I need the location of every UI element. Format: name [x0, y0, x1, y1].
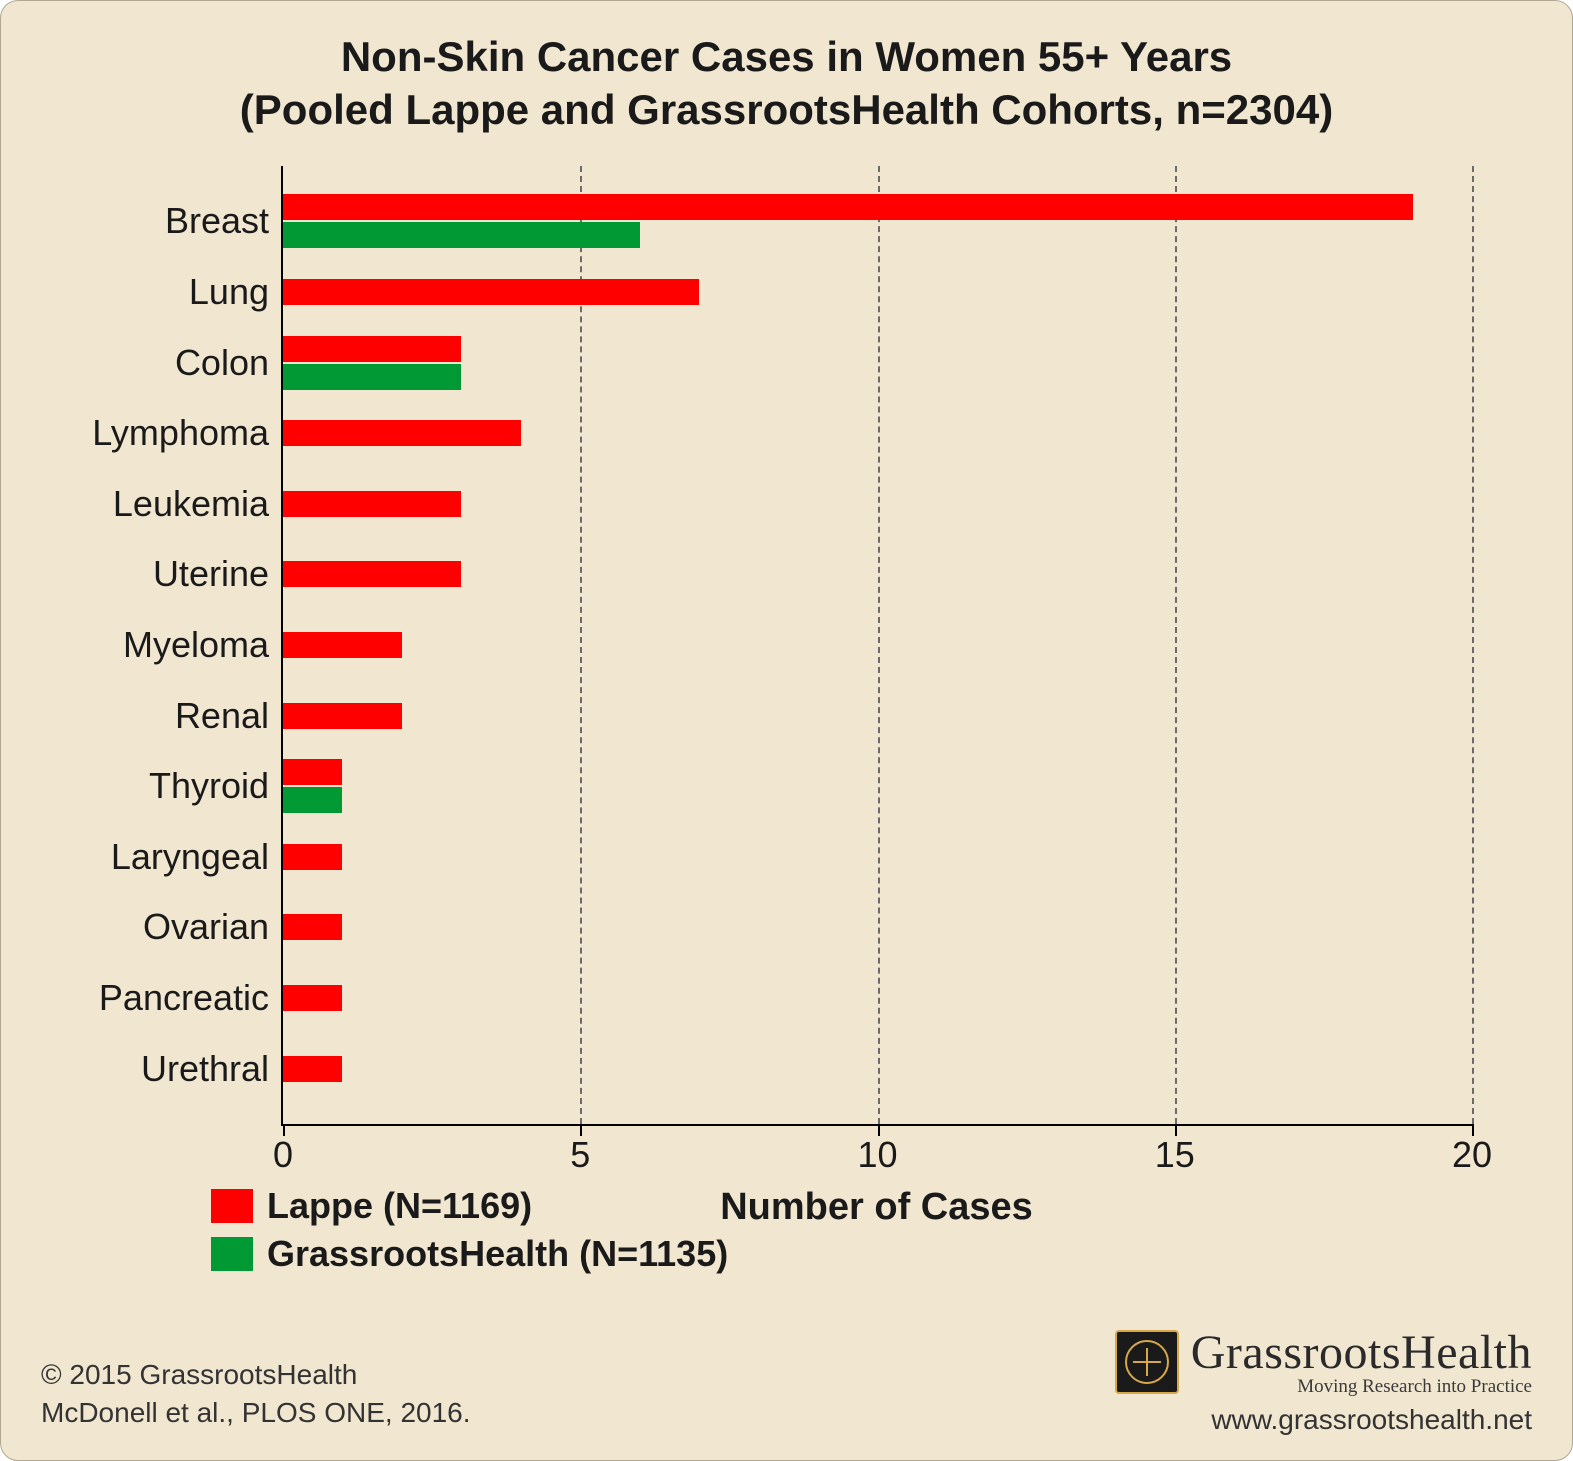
- bar-lappe: [283, 1056, 342, 1082]
- brand-top: GrassrootsHealth Moving Research into Pr…: [1115, 1325, 1532, 1398]
- bar-lappe: [283, 703, 402, 729]
- bar-grh: [283, 787, 342, 813]
- bar-lappe: [283, 420, 521, 446]
- bar-lappe: [283, 336, 461, 362]
- bar-lappe: [283, 194, 1413, 220]
- bar-lappe: [283, 759, 342, 785]
- bar-lappe: [283, 279, 699, 305]
- y-axis-label: Myeloma: [123, 624, 283, 666]
- gridline: [580, 166, 582, 1124]
- y-axis-label: Renal: [175, 695, 283, 737]
- xtick-label: 10: [857, 1124, 897, 1176]
- brand-block: GrassrootsHealth Moving Research into Pr…: [1115, 1325, 1532, 1436]
- bar-lappe: [283, 985, 342, 1011]
- legend-item: GrassrootsHealth (N=1135): [211, 1233, 1532, 1275]
- xtick-label: 5: [570, 1124, 590, 1176]
- gridline: [1472, 166, 1474, 1124]
- plot-area: 05101520BreastLungColonLymphomaLeukemiaU…: [281, 166, 1472, 1126]
- bar-lappe: [283, 561, 461, 587]
- x-axis-label: Number of Cases: [281, 1186, 1472, 1229]
- brand-url: www.grassrootshealth.net: [1115, 1404, 1532, 1436]
- y-axis-label: Colon: [175, 342, 283, 384]
- chart-title-line1: Non-Skin Cancer Cases in Women 55+ Years: [341, 33, 1232, 80]
- chart-title-line2: (Pooled Lappe and GrassrootsHealth Cohor…: [240, 86, 1333, 133]
- footer: © 2015 GrassrootsHealth McDonell et al.,…: [41, 1356, 471, 1432]
- chart-card: Non-Skin Cancer Cases in Women 55+ Years…: [0, 0, 1573, 1461]
- bar-lappe: [283, 844, 342, 870]
- y-axis-label: Urethral: [141, 1048, 283, 1090]
- bar-grh: [283, 222, 640, 248]
- footer-copyright: © 2015 GrassrootsHealth: [41, 1356, 471, 1394]
- legend-swatch-icon: [211, 1237, 253, 1271]
- legend-label: GrassrootsHealth (N=1135): [267, 1233, 728, 1275]
- y-axis-label: Pancreatic: [99, 977, 283, 1019]
- xtick-label: 20: [1452, 1124, 1492, 1176]
- gridline: [878, 166, 880, 1124]
- y-axis-label: Breast: [165, 200, 283, 242]
- y-axis-label: Ovarian: [143, 906, 283, 948]
- bar-lappe: [283, 491, 461, 517]
- bar-lappe: [283, 632, 402, 658]
- y-axis-label: Laryngeal: [111, 836, 283, 878]
- bar-grh: [283, 364, 461, 390]
- brand-name: GrassrootsHealth: [1191, 1325, 1532, 1380]
- y-axis-label: Lymphoma: [92, 412, 283, 454]
- bar-lappe: [283, 914, 342, 940]
- brand-logo-icon: [1115, 1330, 1179, 1394]
- plot-wrap: 05101520BreastLungColonLymphomaLeukemiaU…: [81, 166, 1472, 1229]
- brand-text: GrassrootsHealth Moving Research into Pr…: [1191, 1325, 1532, 1398]
- gridline: [1175, 166, 1177, 1124]
- footer-citation: McDonell et al., PLOS ONE, 2016.: [41, 1394, 471, 1432]
- chart-title: Non-Skin Cancer Cases in Women 55+ Years…: [41, 31, 1532, 136]
- y-axis-label: Leukemia: [113, 483, 283, 525]
- xtick-label: 0: [273, 1124, 293, 1176]
- y-axis-label: Uterine: [153, 553, 283, 595]
- y-axis-label: Lung: [189, 271, 283, 313]
- y-axis-label: Thyroid: [149, 765, 283, 807]
- xtick-label: 15: [1155, 1124, 1195, 1176]
